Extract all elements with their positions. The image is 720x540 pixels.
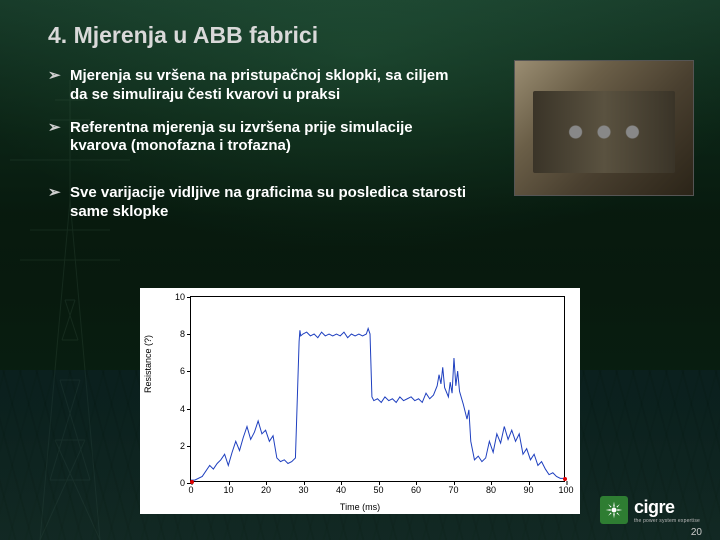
equipment-photo [514,60,694,196]
page-number: 20 [691,527,702,538]
bullet-item: Referentna mjerenja su izvršena prije si… [48,119,468,157]
chart-ytick: 6 [163,366,185,376]
resistance-chart: Resistance (?) Time (ms) 024681001020304… [140,288,580,514]
chart-xtick: 0 [188,485,193,495]
chart-xtick: 70 [448,485,458,495]
chart-xtick: 80 [486,485,496,495]
chart-xtick: 100 [558,485,573,495]
chart-xtick: 20 [261,485,271,495]
logo-text: cigre the power system expertise [634,497,700,524]
chart-ytick: 2 [163,441,185,451]
chart-xtick: 10 [223,485,233,495]
bullet-item: Sve varijacije vidljive na graficima su … [48,184,468,222]
logo-tagline: the power system expertise [634,518,700,524]
chart-ytick: 4 [163,404,185,414]
chart-marker [190,480,194,484]
chart-plot-area: 02468100102030405060708090100 [190,296,565,482]
slide-title: 4. Mjerenja u ABB fabrici [48,22,686,49]
logo-main-text: cigre [634,497,700,518]
chart-xtick: 30 [298,485,308,495]
bullet-list: Mjerenja su vršena na pristupačnoj sklop… [48,67,468,222]
bullet-item: Mjerenja su vršena na pristupačnoj sklop… [48,67,468,105]
chart-xtick: 60 [411,485,421,495]
chart-line-series [191,297,564,482]
logo-mark-icon [600,496,628,524]
chart-xtick: 40 [336,485,346,495]
chart-ylabel: Resistance (?) [143,335,153,393]
chart-xtick: 50 [373,485,383,495]
cigre-logo: cigre the power system expertise [600,496,700,524]
chart-xtick: 90 [523,485,533,495]
chart-ytick: 0 [163,478,185,488]
chart-xlabel: Time (ms) [340,502,380,512]
chart-ytick: 10 [163,292,185,302]
chart-ytick: 8 [163,329,185,339]
